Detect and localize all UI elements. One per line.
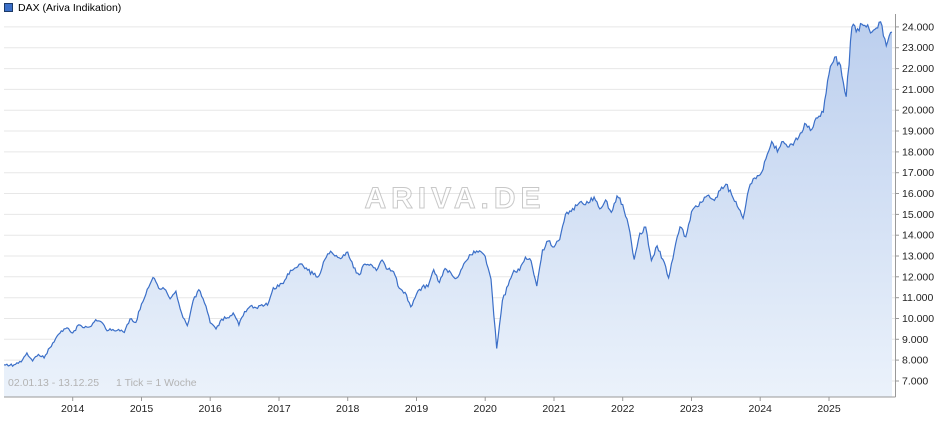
- chart-legend: DAX (Ariva Indikation): [4, 1, 121, 14]
- y-axis-label: 14.000: [902, 230, 934, 242]
- period-range: 02.01.13 - 13.12.25: [8, 377, 100, 389]
- x-axis-label: 2023: [680, 403, 704, 415]
- x-axis-label: 2020: [474, 403, 498, 415]
- x-axis-label: 2018: [336, 403, 360, 415]
- y-axis-label: 11.000: [902, 292, 933, 304]
- y-axis-label: 22.000: [902, 63, 934, 75]
- y-axis-label: 21.000: [902, 84, 934, 96]
- y-axis-label: 18.000: [902, 146, 934, 158]
- price-line: [3, 21, 893, 368]
- y-axis-label: 19.000: [902, 126, 934, 138]
- x-axis-label: 2014: [61, 403, 85, 415]
- legend-label: DAX (Ariva Indikation): [18, 1, 122, 14]
- x-axis-label: 2017: [267, 403, 291, 415]
- tick-note: 1 Tick = 1 Woche: [116, 377, 197, 389]
- x-axis-label: 2024: [749, 403, 773, 415]
- y-axis-label: 20.000: [902, 105, 934, 117]
- x-axis-label: 2016: [199, 403, 223, 415]
- y-axis-label: 8.000: [902, 355, 928, 367]
- x-axis-label: 2025: [817, 403, 841, 415]
- y-axis-label: 7.000: [902, 376, 928, 388]
- price-area: [4, 21, 892, 398]
- x-axis-label: 2019: [405, 403, 429, 415]
- x-axis-label: 2021: [542, 403, 566, 415]
- x-axis-label: 2015: [130, 403, 154, 415]
- y-axis-label: 12.000: [902, 271, 934, 283]
- ariva-watermark: ARIVA.DE: [364, 182, 545, 215]
- y-axis-label: 17.000: [902, 167, 934, 179]
- y-axis-label: 16.000: [902, 188, 934, 200]
- legend-color-swatch-icon: [4, 3, 13, 12]
- x-axis-label: 2022: [611, 403, 635, 415]
- y-axis-label: 10.000: [902, 313, 934, 325]
- y-axis-label: 24.000: [902, 21, 934, 33]
- y-axis-label: 23.000: [902, 42, 934, 54]
- y-axis-label: 15.000: [902, 209, 934, 221]
- period-info: 02.01.13 - 13.12.25 1 Tick = 1 Woche: [8, 377, 211, 389]
- y-axis-label: 9.000: [902, 334, 928, 346]
- y-axis-label: 13.000: [902, 251, 934, 263]
